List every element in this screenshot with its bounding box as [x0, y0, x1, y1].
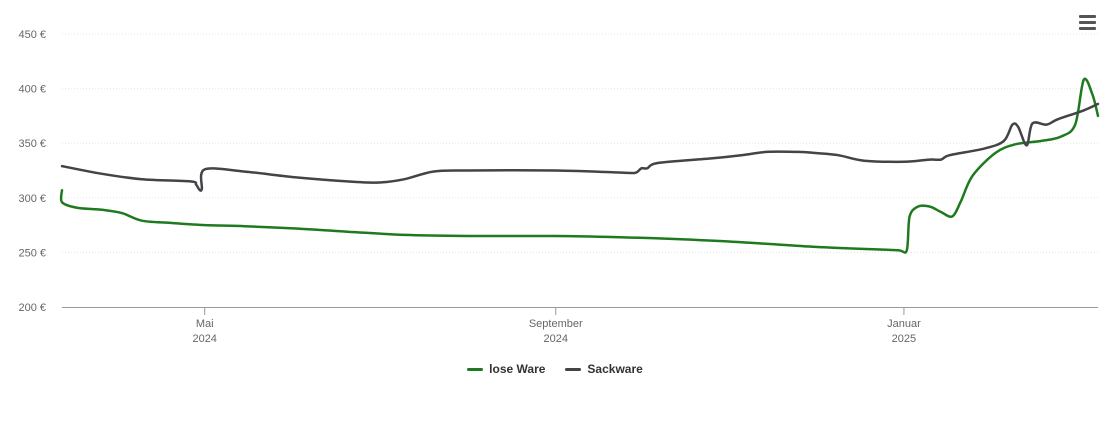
y-tick-label: 350 €: [18, 138, 46, 150]
legend-item-1[interactable]: lose Ware: [467, 362, 545, 376]
x-tick-year-label: 2024: [192, 333, 216, 345]
x-tick-label: September: [529, 318, 583, 330]
x-tick-year-label: 2025: [892, 333, 916, 345]
series-line-1: [59, 77, 1100, 254]
legend-item-2[interactable]: Sackware: [565, 362, 643, 376]
series-layer: [59, 77, 1100, 254]
x-tick-year-label: 2024: [543, 333, 567, 345]
y-tick-label: 450 €: [18, 29, 46, 41]
y-tick-label: 300 €: [18, 193, 46, 205]
y-tick-label: 200 €: [18, 302, 46, 314]
grid-layer: [62, 33, 1098, 253]
chart-legend: lose Ware Sackware: [0, 362, 1110, 376]
y-tick-label: 400 €: [18, 84, 46, 96]
hamburger-menu-icon[interactable]: [1075, 10, 1101, 34]
x-tick-label: Mai: [196, 318, 214, 330]
legend-swatch: [565, 367, 582, 371]
y-tick-label: 250 €: [18, 247, 46, 259]
legend-label: Sackware: [587, 362, 643, 376]
series-line-2: [60, 102, 1100, 192]
legend-label: lose Ware: [489, 362, 546, 376]
axis-layer: 200 € 250 € 300 € 350 € 400 € 450 € Mai 2024 Sep…: [18, 29, 1098, 345]
legend-swatch: [467, 367, 484, 371]
x-tick-label: Januar: [887, 318, 921, 330]
